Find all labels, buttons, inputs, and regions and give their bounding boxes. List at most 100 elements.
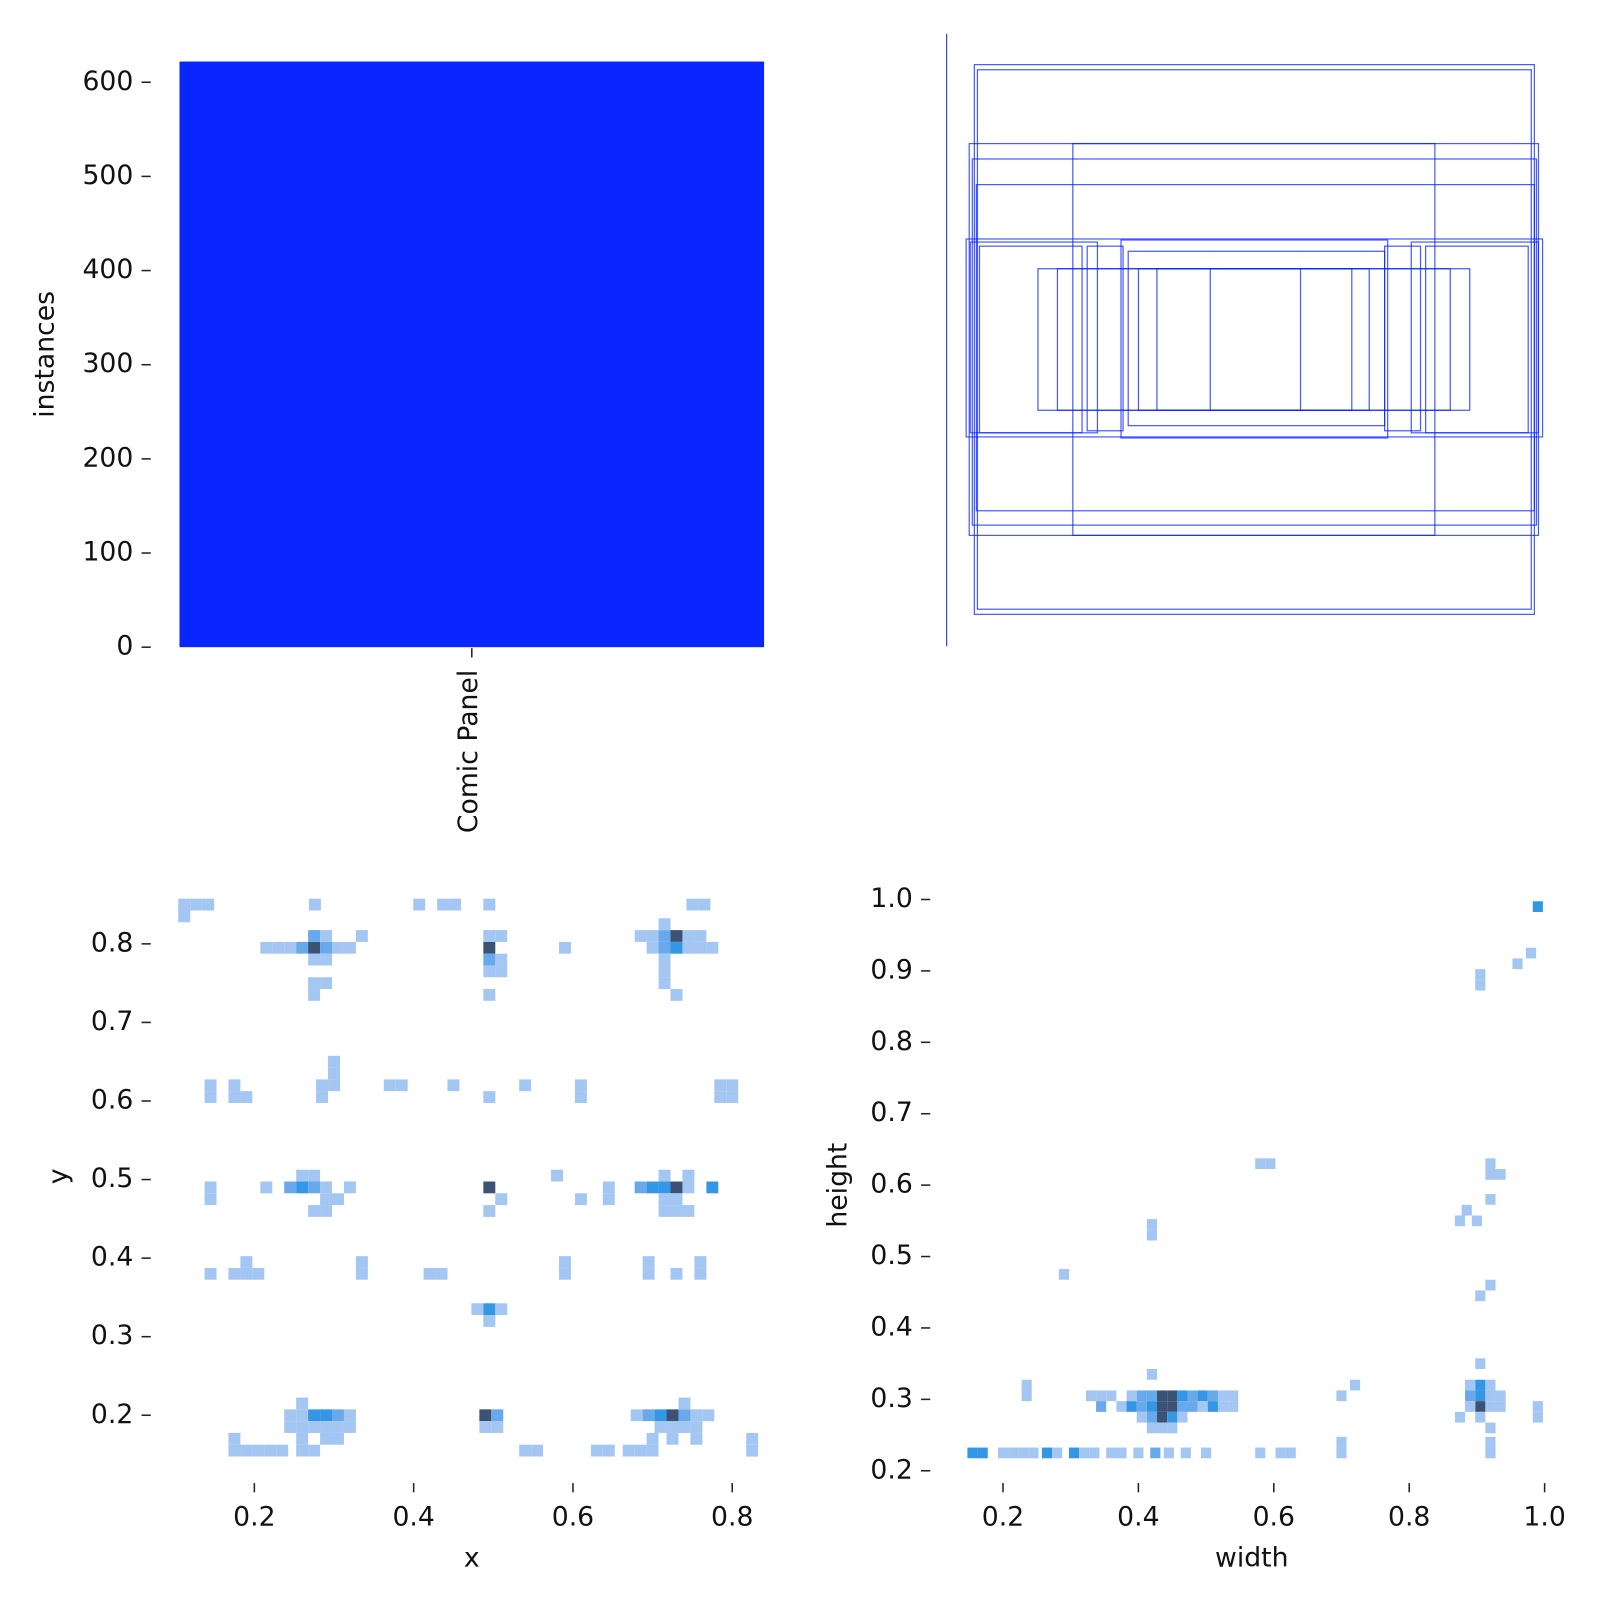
hist-cell — [308, 1169, 321, 1182]
hist-cell — [1126, 1390, 1137, 1402]
y-tick-label: 0.3 — [870, 1383, 912, 1414]
hist-cell — [413, 898, 426, 911]
hist-cell — [690, 1432, 703, 1445]
hist-cell — [1157, 1401, 1168, 1412]
hist-cell — [1187, 1390, 1198, 1402]
hist-cell — [495, 965, 508, 978]
hist-cell — [308, 1205, 321, 1217]
hist-cell — [1180, 1447, 1191, 1459]
hist-cell — [264, 1444, 277, 1457]
hist-cell — [332, 941, 344, 954]
box — [1086, 245, 1124, 432]
hist-cell — [746, 1444, 759, 1457]
hist-cell — [714, 1079, 727, 1092]
hist-cell — [1475, 1401, 1486, 1412]
hist-cell — [308, 1444, 321, 1457]
hist-cell — [320, 1421, 333, 1433]
hist-cell — [190, 898, 203, 911]
hist-cell — [670, 1181, 683, 1194]
hist-cell — [646, 930, 659, 942]
hist-cell — [1485, 1194, 1496, 1205]
box — [965, 238, 1544, 438]
hist-cell — [296, 1181, 309, 1194]
hist-cell — [682, 1181, 695, 1194]
hist-cell — [1465, 1379, 1476, 1391]
hist-cell — [1454, 1215, 1466, 1227]
x-tick-label: 0.2 — [233, 1501, 275, 1532]
x-tick-label: Comic Panel — [453, 670, 484, 833]
hist-cell — [1465, 1390, 1476, 1402]
y-tick-label: 600 — [82, 66, 133, 97]
hist-cell — [1197, 1401, 1208, 1412]
hist-cell — [204, 1181, 217, 1194]
hist-cell — [1485, 1279, 1496, 1291]
hist-cell — [1475, 1358, 1486, 1370]
hist-cell — [1485, 1390, 1496, 1402]
box-overlay — [946, 33, 1544, 647]
hist-cell — [1085, 1390, 1097, 1402]
hist-cell — [1177, 1390, 1188, 1402]
hist-cell — [519, 1444, 532, 1457]
y-axis-label: y — [43, 1169, 74, 1185]
hist-cell — [559, 1267, 571, 1280]
y-tick-label: 100 — [82, 537, 133, 568]
hist-cell — [332, 1432, 344, 1445]
hist-cell — [714, 1091, 727, 1103]
hist-cell — [574, 1079, 587, 1092]
hist-cell — [1532, 901, 1543, 912]
hist-cell — [308, 1181, 321, 1194]
y-tick-label: 400 — [82, 254, 133, 285]
hist-cell — [706, 941, 719, 954]
hist-cell — [316, 1079, 329, 1092]
hist-cell — [328, 1067, 340, 1080]
y-axis-label: instances — [30, 291, 61, 418]
hist-cell — [1157, 1422, 1168, 1434]
hist-cell — [1475, 1390, 1486, 1402]
hist-cell — [519, 1079, 532, 1092]
hist-cell — [1146, 1369, 1158, 1380]
hist-cell — [1475, 979, 1486, 991]
hist-cell — [1336, 1447, 1347, 1459]
hist-cell — [1096, 1390, 1107, 1402]
hist-cell — [423, 1267, 436, 1280]
hist-cell — [1136, 1390, 1147, 1402]
hist-cell — [670, 930, 683, 942]
hist-cell — [690, 1409, 703, 1422]
hist-cell — [316, 1091, 329, 1103]
hist-cell — [495, 1193, 508, 1206]
hist-cell — [260, 1181, 273, 1194]
y-tick-label: 0.2 — [870, 1454, 912, 1485]
hist-cell — [1157, 1390, 1168, 1402]
hist-cell — [355, 1256, 368, 1268]
hist-cell — [682, 941, 695, 954]
hist-cell — [240, 1256, 253, 1268]
x-tick-label: 1.0 — [1523, 1501, 1565, 1532]
hist-cell — [642, 1267, 655, 1280]
hist-cell — [483, 1181, 496, 1194]
hist-cell — [308, 1421, 321, 1433]
hist-cell — [1146, 1422, 1158, 1434]
hist-cell — [308, 989, 321, 1001]
hist-cell — [658, 930, 671, 942]
hist-cell — [332, 1193, 344, 1206]
hist-cell — [284, 1181, 297, 1194]
hist-cell — [1525, 947, 1537, 959]
box — [978, 245, 1083, 434]
hist-cell — [1475, 1290, 1486, 1302]
hist-cell — [1532, 1411, 1543, 1423]
hist-cell — [272, 941, 285, 954]
hist-cell — [694, 1267, 707, 1280]
hist-cell — [1187, 1401, 1198, 1412]
hist-cell — [1136, 1411, 1147, 1423]
hist-cell — [1068, 1447, 1080, 1459]
hist-cell — [678, 1421, 691, 1433]
hist-cell — [1207, 1390, 1218, 1402]
bar — [179, 61, 765, 648]
hist-cell — [320, 941, 333, 954]
hist-cell — [343, 941, 356, 954]
hist-cell — [178, 898, 191, 911]
box — [968, 142, 1540, 536]
hist-cell — [228, 1267, 241, 1280]
hist-cell — [1349, 1379, 1361, 1391]
hist-cell — [228, 1091, 241, 1103]
